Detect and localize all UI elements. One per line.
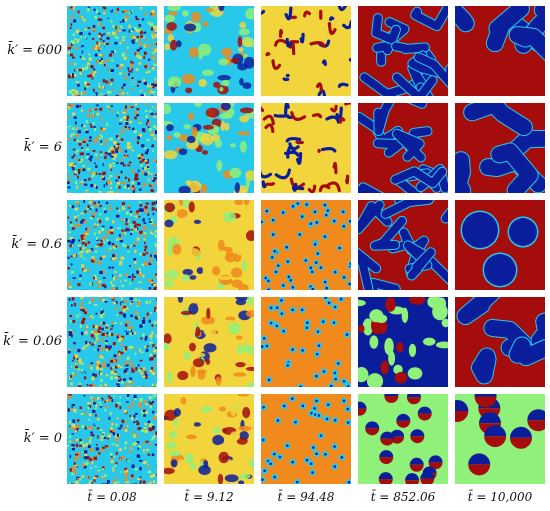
panel-r3-c3 (358, 297, 448, 387)
panel-r2-c2 (261, 200, 351, 290)
panel-r0-c2 (261, 6, 351, 96)
panel-r2-c1 (164, 200, 254, 290)
row-label-k0: k̄′ = 0 (23, 431, 62, 446)
row-label-k0.6: k̄′ = 0.6 (11, 237, 62, 252)
panel-r2-c4 (455, 200, 545, 290)
panel-r1-c3 (358, 103, 448, 193)
panel-r2-c0 (67, 200, 157, 290)
panel-r1-c2 (261, 103, 351, 193)
panel-r3-c0 (67, 297, 157, 387)
panel-r1-c1 (164, 103, 254, 193)
panel-r4-c0 (67, 394, 157, 484)
panel-r3-c1 (164, 297, 254, 387)
panel-r3-c2 (261, 297, 351, 387)
panel-r0-c4 (455, 6, 545, 96)
panel-r0-c1 (164, 6, 254, 96)
panel-r4-c4 (455, 394, 545, 484)
row-label-k600: k̄′ = 600 (7, 43, 62, 58)
col-label-t0.08: t̄ = 0.08 (87, 490, 137, 504)
panel-r4-c1 (164, 394, 254, 484)
col-label-t9.12: t̄ = 9.12 (184, 490, 234, 504)
panel-r0-c3 (358, 6, 448, 96)
row-label-k0.06: k̄′ = 0.06 (3, 334, 62, 349)
row-label-k6: k̄′ = 6 (23, 140, 62, 155)
panel-r1-c0 (67, 103, 157, 193)
panel-r4-c2 (261, 394, 351, 484)
panel-r1-c4 (455, 103, 545, 193)
col-label-t10000: t̄ = 10,000 (467, 490, 533, 504)
col-label-t94.48: t̄ = 94.48 (277, 490, 335, 504)
panel-r0-c0 (67, 6, 157, 96)
col-label-t852.06: t̄ = 852.06 (370, 490, 436, 504)
panel-r4-c3 (358, 394, 448, 484)
panel-r3-c4 (455, 297, 545, 387)
panel-r2-c3 (358, 200, 448, 290)
